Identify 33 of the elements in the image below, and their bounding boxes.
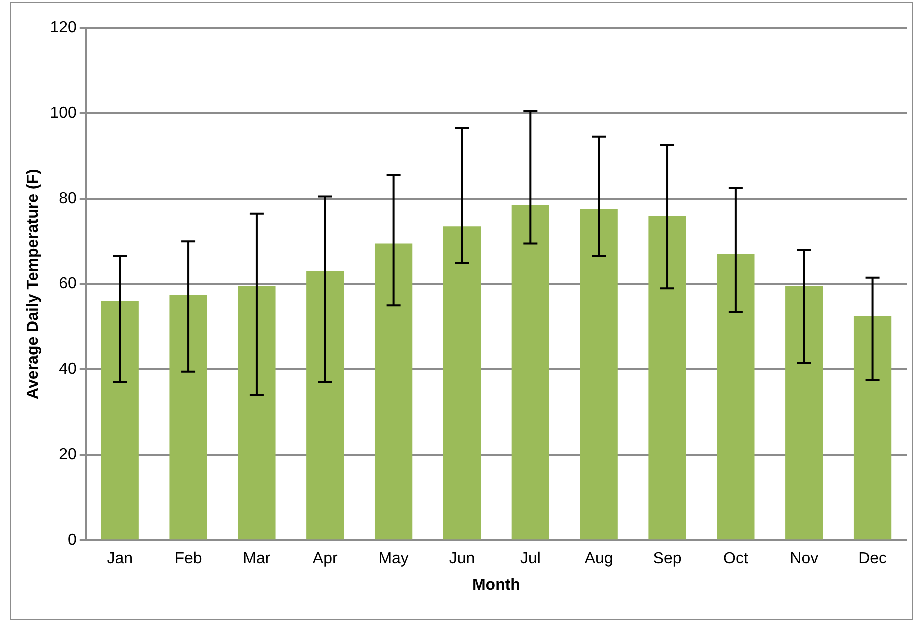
bar — [648, 216, 686, 540]
bar — [443, 226, 482, 540]
y-tick-label: 20 — [59, 446, 77, 464]
y-tick-label: 0 — [68, 532, 77, 550]
bar — [786, 286, 824, 540]
x-tick-label: Jun — [449, 550, 476, 568]
bar — [170, 294, 208, 540]
bar — [717, 254, 755, 540]
x-tick-label: Feb — [174, 550, 202, 568]
bar — [580, 210, 618, 540]
x-tick-label: Jan — [107, 550, 134, 568]
x-tick-label: Apr — [312, 550, 338, 568]
y-tick-label: 40 — [59, 361, 77, 378]
y-tick-label: 80 — [59, 190, 77, 208]
bar — [512, 205, 550, 540]
x-tick-label: May — [378, 550, 409, 568]
x-tick-label: Jul — [520, 550, 541, 568]
x-tick-label: Aug — [584, 550, 614, 568]
bar — [238, 286, 276, 540]
y-tick-label: 60 — [59, 276, 77, 293]
x-tick-label: Sep — [653, 550, 682, 568]
bar — [854, 316, 892, 540]
y-tick-label: 120 — [50, 19, 77, 36]
bar — [306, 271, 344, 540]
x-tick-label: Mar — [243, 550, 272, 568]
x-tick-label: Oct — [723, 550, 749, 568]
y-axis-title: Average Daily Temperature (F) — [25, 169, 42, 400]
x-tick-label: Dec — [858, 550, 888, 568]
bar — [101, 301, 139, 540]
y-tick-label: 100 — [50, 104, 77, 122]
x-tick-label: Nov — [790, 550, 819, 568]
bar — [374, 244, 413, 540]
x-axis-title: Month — [472, 576, 520, 594]
